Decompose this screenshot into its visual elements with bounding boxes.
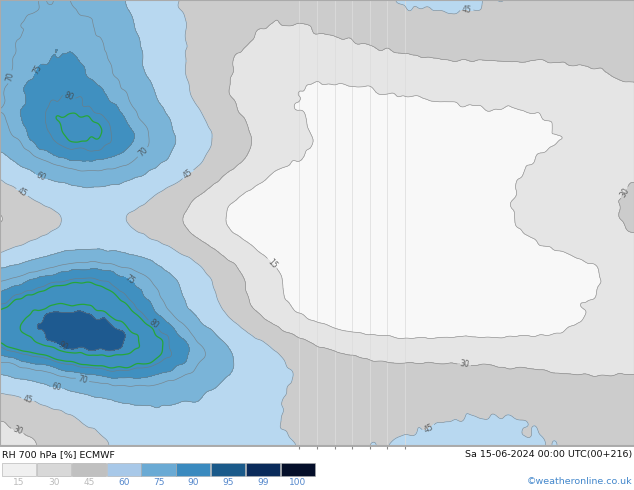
Text: 60: 60 xyxy=(118,478,129,487)
Text: ©weatheronline.co.uk: ©weatheronline.co.uk xyxy=(526,477,632,487)
Text: 75: 75 xyxy=(31,64,44,76)
Text: 45: 45 xyxy=(181,168,195,181)
Text: 15: 15 xyxy=(266,257,279,270)
Bar xyxy=(176,463,210,476)
Text: 30: 30 xyxy=(619,186,631,199)
Text: 45: 45 xyxy=(16,186,29,198)
Text: 80: 80 xyxy=(63,90,75,102)
Text: 45: 45 xyxy=(462,5,472,14)
Text: 45: 45 xyxy=(83,478,94,487)
Bar xyxy=(2,463,36,476)
Text: 15: 15 xyxy=(13,478,25,487)
Text: 60: 60 xyxy=(52,382,63,392)
Bar xyxy=(281,463,315,476)
Text: 30: 30 xyxy=(48,478,60,487)
Bar xyxy=(107,463,141,476)
Text: 90: 90 xyxy=(188,478,199,487)
Text: RH 700 hPa [%] ECMWF: RH 700 hPa [%] ECMWF xyxy=(2,450,115,459)
Text: 80: 80 xyxy=(147,318,160,331)
Text: Sa 15-06-2024 00:00 UTC(00+216): Sa 15-06-2024 00:00 UTC(00+216) xyxy=(465,450,632,459)
Text: 99: 99 xyxy=(257,478,269,487)
Text: 75: 75 xyxy=(153,478,164,487)
Text: 45: 45 xyxy=(22,394,34,405)
Text: 45: 45 xyxy=(422,422,435,435)
Text: 95: 95 xyxy=(223,478,234,487)
Bar xyxy=(72,463,106,476)
Text: 30: 30 xyxy=(11,424,23,437)
Text: 100: 100 xyxy=(289,478,307,487)
Text: 60: 60 xyxy=(35,170,48,182)
Text: 90: 90 xyxy=(56,340,69,352)
Text: 70: 70 xyxy=(5,71,16,83)
Bar xyxy=(37,463,71,476)
Bar xyxy=(211,463,245,476)
Bar xyxy=(141,463,176,476)
Text: 75: 75 xyxy=(123,274,136,287)
Text: 70: 70 xyxy=(136,146,150,159)
Bar xyxy=(246,463,280,476)
Text: 30: 30 xyxy=(459,360,470,369)
Text: 70: 70 xyxy=(77,374,88,385)
